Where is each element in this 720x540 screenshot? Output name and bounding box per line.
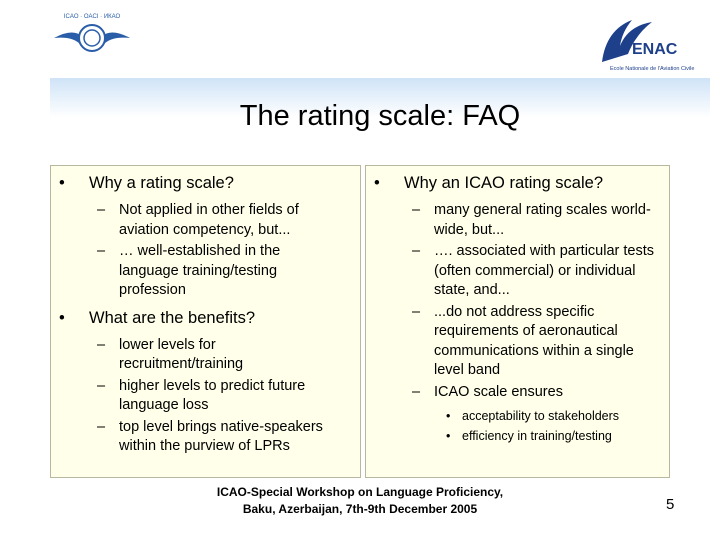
left-content: Why a rating scale? Not applied in other …: [51, 174, 341, 465]
bullet-text: many general rating scales world-wide, b…: [434, 202, 651, 238]
bullet-list: acceptability to stakeholders efficiency …: [434, 406, 661, 446]
bullet-item: Why an ICAO rating scale? many general ra…: [366, 174, 661, 446]
enac-name: ENAC: [632, 41, 678, 58]
bullet-list: Why a rating scale? Not applied in other …: [51, 174, 341, 457]
slide-title: The rating scale: FAQ: [239, 100, 521, 132]
bullet-text: lower levels for recruitment/training: [119, 336, 244, 373]
bullet-item: What are the benefits? lower levels for r…: [51, 309, 341, 457]
bullet-item: lower levels for recruitment/training: [89, 336, 341, 375]
bullet-list: Not applied in other fields of aviation …: [89, 201, 341, 301]
bullet-list: many general rating scales world-wide, b…: [404, 201, 661, 446]
bullet-item: top level brings native-speakers within …: [89, 418, 341, 457]
right-column: Why an ICAO rating scale? many general ra…: [365, 165, 670, 478]
bullet-item: Not applied in other fields of aviation …: [89, 201, 341, 240]
icao-logo-text: ICAO · OACI · ИКАО: [64, 14, 121, 20]
icao-logo: ICAO · OACI · ИКАО: [54, 14, 130, 52]
footer: ICAO-Special Workshop on Language Profic…: [180, 484, 540, 518]
bullet-text: Not applied in other fields of aviation …: [119, 202, 299, 238]
bullet-list: Why an ICAO rating scale? many general ra…: [366, 174, 661, 446]
bullet-text: acceptability to stakeholders: [462, 409, 620, 423]
bullet-item: many general rating scales world-wide, b…: [404, 201, 661, 240]
enac-logo: ENAC Ecole Nationale de l'Aviation Civil…: [602, 20, 694, 72]
left-column: Why a rating scale? Not applied in other …: [50, 165, 361, 478]
bullet-text: ...do not address specific requirements …: [434, 303, 634, 379]
bullet-item: …. associated with particular tests (oft…: [404, 242, 661, 301]
title-box: The rating scale: FAQ: [50, 78, 710, 150]
footer-line: ICAO-Special Workshop on Language Profic…: [216, 485, 504, 499]
bullet-text: Why an ICAO rating scale?: [404, 174, 603, 192]
bullet-item: ...do not address specific requirements …: [404, 303, 661, 381]
bullet-item: … well-established in the language train…: [89, 242, 341, 301]
footer-line: Baku, Azerbaijan, 7th-9th December 2005: [242, 502, 478, 516]
page-number: 5: [666, 496, 675, 513]
bullet-text: higher levels to predict future language…: [119, 377, 306, 414]
bullet-text: efficiency in training/testing: [462, 429, 612, 443]
bullet-item: higher levels to predict future language…: [89, 377, 341, 416]
bullet-text: … well-established in the language train…: [119, 243, 281, 298]
bullet-text: Why a rating scale?: [89, 174, 234, 192]
bullet-list: lower levels for recruitment/training hig…: [89, 336, 341, 457]
bullet-item: acceptability to stakeholders: [434, 406, 661, 426]
bullet-text: What are the benefits?: [89, 308, 256, 327]
enac-subtitle: Ecole Nationale de l'Aviation Civile: [610, 66, 694, 72]
right-content: Why an ICAO rating scale? many general ra…: [366, 174, 661, 454]
bullet-item: efficiency in training/testing: [434, 426, 661, 446]
bullet-text: …. associated with particular tests (oft…: [434, 243, 655, 298]
bullet-text: top level brings native-speakers within …: [119, 418, 323, 455]
bullet-item: ICAO scale ensures acceptability to stake…: [404, 383, 661, 447]
bullet-text: ICAO scale ensures: [434, 383, 563, 400]
bullet-item: Why a rating scale? Not applied in other …: [51, 174, 341, 301]
